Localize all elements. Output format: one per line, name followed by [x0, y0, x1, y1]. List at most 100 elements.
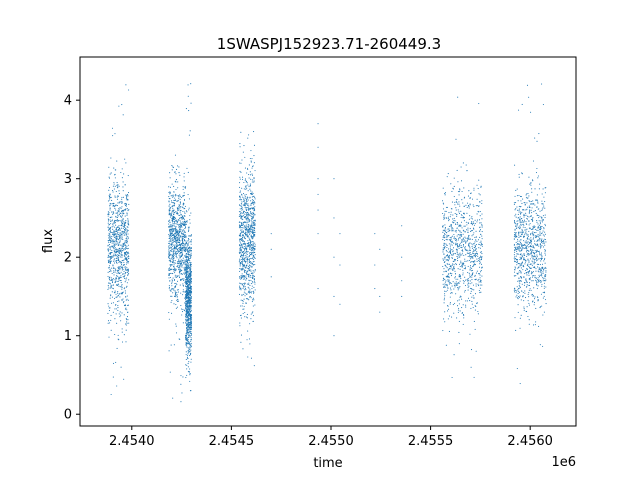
data-point: [178, 238, 181, 240]
data-point: [242, 151, 244, 153]
data-point: [467, 238, 469, 240]
data-point: [173, 204, 175, 206]
data-point: [454, 284, 456, 286]
data-point: [170, 264, 172, 266]
data-point: [189, 279, 191, 281]
data-point: [180, 250, 182, 252]
data-point: [180, 224, 182, 226]
data-point: [253, 299, 255, 301]
data-point: [114, 206, 116, 208]
data-point: [185, 351, 187, 353]
data-point: [172, 254, 174, 256]
data-point: [123, 203, 126, 205]
data-point: [107, 288, 109, 290]
data-point: [456, 287, 459, 289]
data-point: [446, 234, 448, 236]
data-point: [469, 258, 471, 260]
data-point: [469, 215, 471, 217]
data-point: [239, 282, 241, 284]
data-point: [168, 196, 170, 198]
data-point: [127, 195, 129, 197]
data-point: [245, 289, 247, 291]
data-point: [243, 258, 245, 260]
data-point: [465, 260, 467, 262]
data-point: [174, 260, 176, 262]
data-point: [458, 229, 460, 231]
data-point: [252, 207, 254, 209]
data-point: [109, 246, 111, 248]
data-point: [172, 196, 174, 198]
data-point: [127, 229, 129, 231]
data-point: [475, 236, 477, 238]
data-point: [469, 197, 471, 199]
data-point: [457, 234, 459, 236]
data-point: [248, 254, 251, 256]
data-point: [177, 181, 179, 183]
data-point: [122, 231, 124, 233]
data-point: [519, 295, 521, 297]
data-point: [479, 260, 481, 263]
data-point: [116, 322, 118, 324]
data-point: [170, 246, 172, 248]
data-point: [463, 317, 465, 319]
data-point: [243, 211, 245, 213]
data-point: [467, 231, 469, 233]
data-point: [444, 321, 446, 323]
data-point: [471, 267, 473, 269]
data-point: [113, 167, 115, 169]
data-point: [254, 196, 256, 198]
data-point: [460, 210, 462, 212]
data-point: [117, 307, 119, 309]
data-point: [188, 341, 190, 344]
data-point: [538, 279, 540, 281]
data-point: [125, 220, 127, 222]
data-point: [447, 218, 449, 220]
data-point: [250, 228, 252, 230]
data-point: [457, 256, 459, 258]
data-point: [118, 185, 120, 187]
data-point: [175, 304, 177, 306]
data-point: [190, 235, 192, 237]
data-point: [448, 258, 450, 260]
data-point: [187, 308, 189, 310]
data-point: [185, 306, 187, 308]
data-point: [179, 265, 181, 267]
data-point: [519, 216, 521, 218]
data-point: [520, 277, 522, 279]
data-point: [121, 219, 123, 221]
data-point: [459, 244, 461, 246]
data-point: [111, 231, 113, 234]
data-point: [469, 300, 471, 302]
data-point: [173, 191, 175, 193]
data-point: [117, 244, 119, 246]
data-point: [119, 269, 121, 271]
data-point: [108, 197, 111, 199]
data-point: [462, 241, 464, 243]
data-point: [169, 260, 171, 262]
data-point: [117, 270, 119, 272]
data-point: [248, 134, 250, 136]
data-point: [173, 199, 175, 201]
data-point: [458, 201, 460, 203]
data-point: [128, 257, 130, 260]
data-point: [461, 249, 464, 251]
data-point: [449, 236, 451, 239]
data-point: [443, 229, 446, 231]
data-point: [126, 245, 128, 247]
data-point: [187, 242, 189, 244]
data-point: [113, 259, 115, 261]
data-point: [186, 261, 188, 264]
data-point: [240, 253, 242, 255]
data-point: [122, 211, 124, 213]
data-point: [460, 180, 463, 182]
data-point: [459, 231, 461, 233]
data-point: [244, 284, 246, 286]
data-point: [244, 245, 247, 247]
data-point: [458, 191, 460, 193]
data-point: [188, 227, 190, 229]
data-point: [239, 211, 241, 213]
data-point: [448, 283, 450, 285]
data-point: [516, 260, 518, 262]
data-point: [118, 285, 120, 287]
data-point: [109, 278, 111, 281]
